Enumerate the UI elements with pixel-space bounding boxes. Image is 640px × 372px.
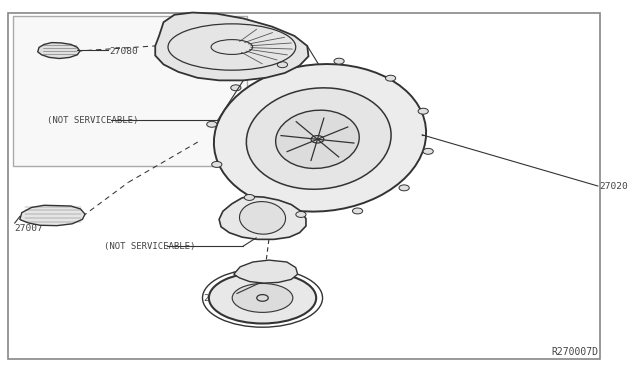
Ellipse shape	[212, 161, 222, 167]
Ellipse shape	[232, 283, 293, 312]
Polygon shape	[38, 42, 80, 58]
Ellipse shape	[231, 85, 241, 91]
Text: R270007D: R270007D	[552, 347, 598, 357]
Polygon shape	[156, 13, 308, 80]
Ellipse shape	[399, 185, 409, 191]
Ellipse shape	[423, 148, 433, 154]
Ellipse shape	[276, 110, 359, 169]
Ellipse shape	[246, 88, 391, 189]
Text: (NOT SERVICEABLE): (NOT SERVICEABLE)	[104, 241, 196, 250]
Ellipse shape	[353, 208, 363, 214]
Text: (NOT SERVICEABLE): (NOT SERVICEABLE)	[47, 116, 138, 125]
Ellipse shape	[418, 108, 428, 114]
Ellipse shape	[244, 195, 255, 201]
Ellipse shape	[277, 62, 287, 68]
Ellipse shape	[207, 121, 217, 127]
Polygon shape	[234, 260, 298, 283]
Ellipse shape	[239, 202, 285, 234]
Ellipse shape	[214, 64, 426, 212]
Text: 27080: 27080	[109, 46, 138, 55]
Ellipse shape	[334, 58, 344, 64]
Bar	[13, 16, 246, 166]
Ellipse shape	[296, 212, 306, 217]
Ellipse shape	[385, 75, 396, 81]
Ellipse shape	[209, 272, 316, 324]
Text: 27007: 27007	[15, 224, 44, 234]
Text: 27020: 27020	[600, 182, 628, 191]
Polygon shape	[20, 205, 85, 226]
Polygon shape	[219, 196, 306, 239]
Text: 27225: 27225	[204, 294, 232, 303]
